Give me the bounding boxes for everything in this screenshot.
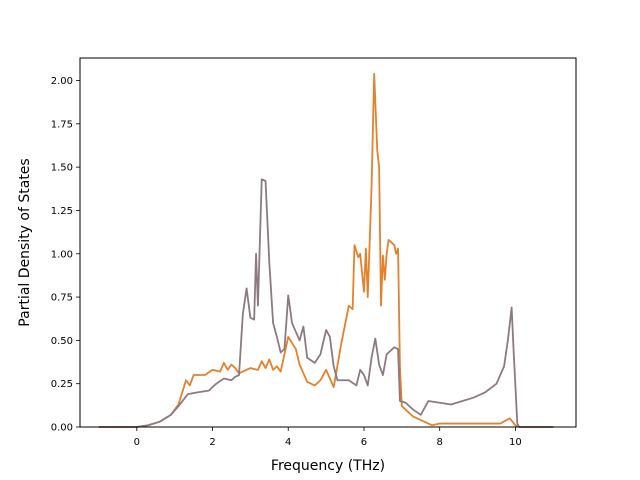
series-line-2 bbox=[98, 178, 554, 428]
x-tick-label: 8 bbox=[437, 437, 443, 448]
x-axis-ticks: 0 2 4 6 8 10 bbox=[134, 427, 522, 448]
y-tick-label: 1.50 bbox=[51, 163, 73, 174]
y-tick-label: 0.75 bbox=[51, 293, 73, 304]
y-tick-label: 1.75 bbox=[51, 119, 73, 130]
y-tick-label: 0.50 bbox=[51, 336, 73, 347]
x-tick-label: 6 bbox=[361, 437, 367, 448]
x-tick-label: 10 bbox=[509, 437, 522, 448]
y-tick-label: 1.25 bbox=[51, 206, 73, 217]
y-tick-label: 0.00 bbox=[51, 423, 73, 434]
x-tick-label: 0 bbox=[134, 437, 140, 448]
y-tick-label: 1.00 bbox=[51, 249, 73, 260]
y-tick-label: 0.25 bbox=[51, 379, 73, 390]
series-line-1 bbox=[98, 72, 554, 428]
x-tick-label: 4 bbox=[285, 437, 291, 448]
plot-frame bbox=[79, 57, 577, 428]
x-axis-label: Frequency (THz) bbox=[271, 458, 385, 474]
y-tick-label: 2.00 bbox=[51, 76, 73, 87]
x-tick-label: 2 bbox=[209, 437, 215, 448]
y-axis-label: Partial Density of States bbox=[17, 158, 33, 326]
plot-lines bbox=[98, 72, 554, 428]
y-axis-ticks: 0.00 0.25 0.50 0.75 1.00 1.25 1.50 1.75 2.00 bbox=[51, 76, 80, 434]
